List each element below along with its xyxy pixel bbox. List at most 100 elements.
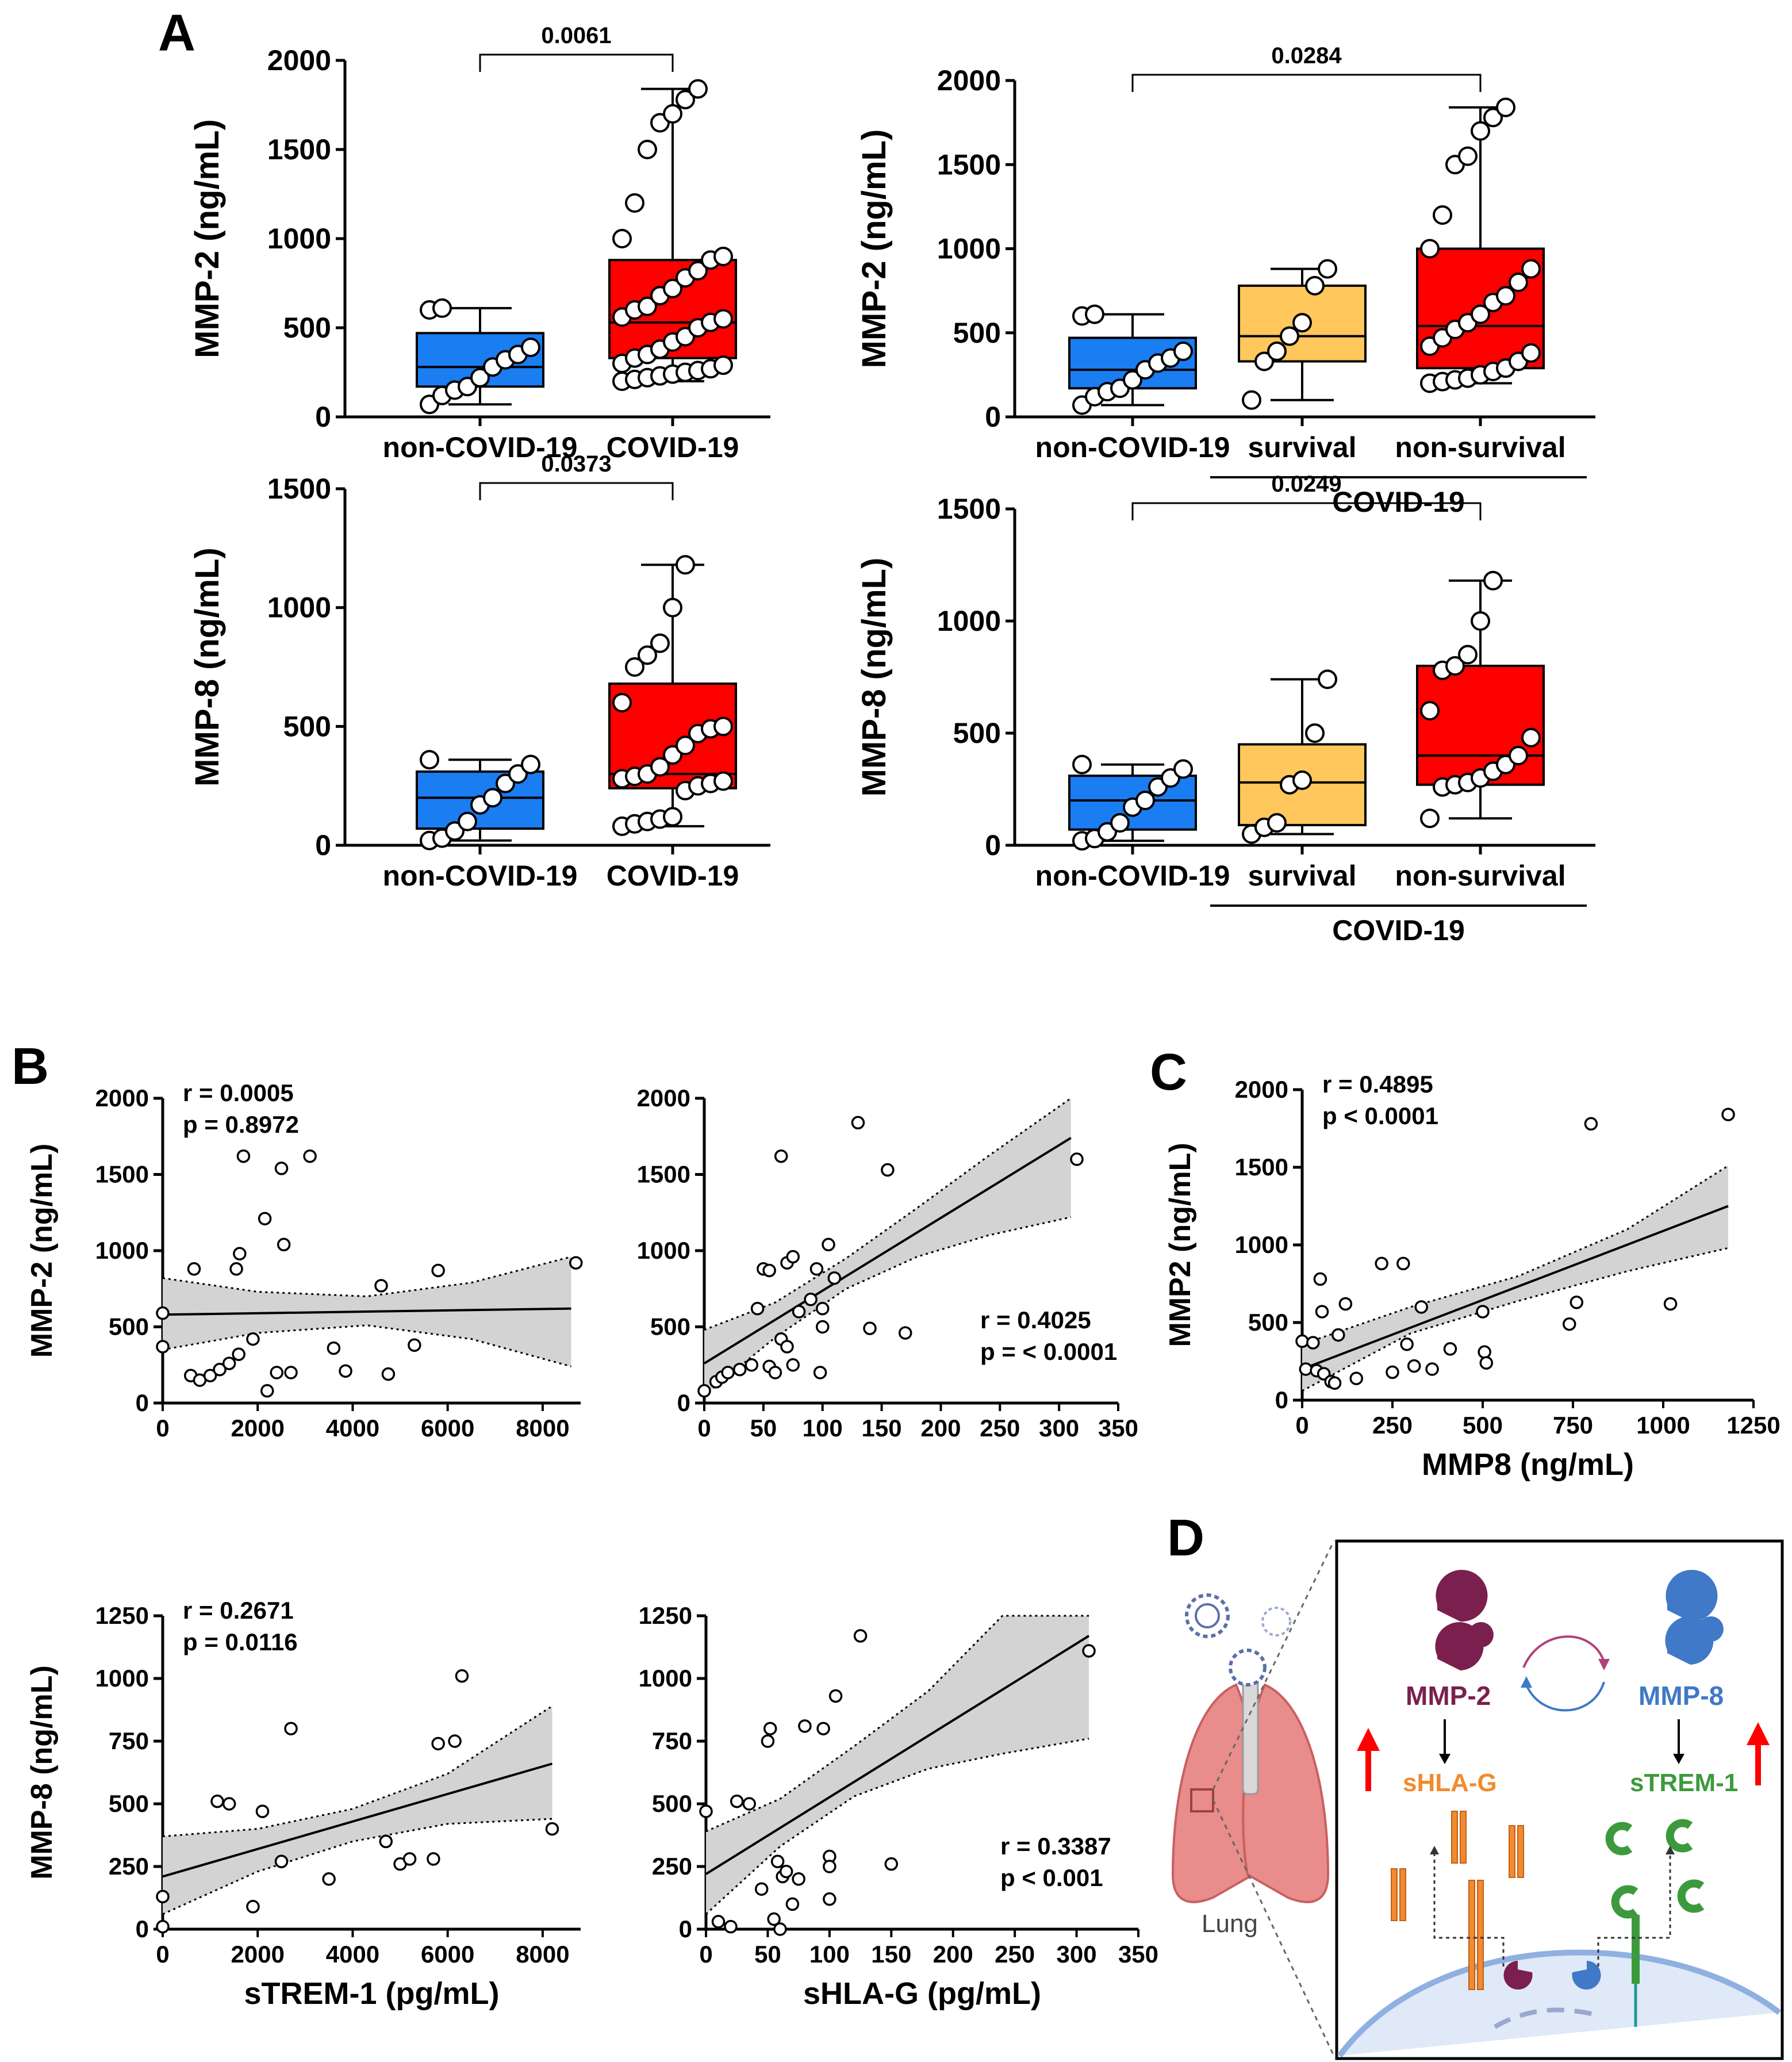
data-point [1509,273,1528,292]
lung-label: Lung [1202,1910,1258,1938]
y-tick-label: 0 [136,1389,149,1416]
data-point [1483,108,1503,128]
shla-g-molecule-icon [1391,1811,1524,1990]
data-point [1295,1334,1309,1348]
data-point [213,1362,227,1377]
x-tick-label: 250 [1372,1412,1413,1439]
regression-line [162,1307,571,1316]
stats-label: r = 0.2671 [183,1597,294,1624]
data-point [483,788,502,808]
x-axis-label: sTREM-1 (pg/mL) [244,1976,500,2011]
chart-b4-mmp8-shlag: 0 250 500 750 1000 1250 0 50 100 150 200 250 300 350 s… [639,1602,1158,2011]
confidence-band [706,1616,1089,1914]
data-point [773,1922,787,1936]
cycle-arrow-top [1522,1635,1605,1668]
stats-label: r = 0.4025 [980,1306,1091,1333]
data-point [1509,746,1528,765]
significance-bracket [479,482,674,500]
y-axis-label: MMP2 (ng/mL) [1164,1143,1197,1347]
box [1238,743,1367,826]
y-tick-label: 750 [652,1727,692,1754]
data-point [203,1369,217,1383]
x-tick-label: 500 [1463,1412,1503,1439]
data-point [699,1804,713,1818]
data-point [828,1689,843,1703]
x-axis-label: MMP8 (ng/mL) [1422,1447,1634,1482]
x-tick-label: 50 [750,1415,777,1442]
data-point [663,597,682,618]
data-point [1085,304,1104,324]
virus-icon [1185,1593,1291,1687]
data-point [1313,1272,1327,1286]
data-point [625,193,644,213]
stats-label: r = 0.0005 [183,1079,294,1106]
strem1-molecule-icon [1605,1819,1705,1919]
chart-b3-mmp8-strem1: 0 250 500 750 1000 1250 MMP-8 (ng/mL) 0 2000 4000… [25,1597,581,2011]
y-tick-label: 1500 [267,133,331,166]
data-point [402,1852,417,1866]
data-point [761,1734,775,1748]
y-tick-label: 1000 [95,1237,149,1264]
data-point [277,1237,291,1252]
data-point [1386,1365,1399,1379]
data-point [663,745,682,765]
data-point [1267,341,1287,361]
mmp8-label: MMP-8 [1638,1681,1724,1711]
y-tick-label: 250 [109,1853,149,1880]
data-point [1400,1337,1414,1351]
data-point [448,1734,462,1748]
data-point [813,1366,827,1379]
data-point [1562,1317,1576,1331]
data-point [774,1149,788,1163]
p-value-label: 0.0373 [541,451,611,477]
data-point [187,1262,201,1276]
data-point [786,1358,800,1372]
y-tick-label: 500 [283,312,331,344]
data-point [1521,343,1541,363]
x-tick-label: 150 [871,1941,911,1968]
data-point [496,773,515,794]
x-tick-label: 50 [754,1941,781,1968]
confidence-lower [1302,1247,1729,1392]
data-point [863,1321,877,1335]
data-point [786,1250,800,1264]
y-tick-label: 1500 [637,1161,690,1188]
y-tick-label: 2000 [267,44,331,76]
data-point [638,645,657,665]
y-tick-label: 0 [136,1915,149,1942]
data-point [750,1301,765,1316]
data-point [785,1897,800,1911]
data-point [1327,1376,1342,1390]
data-point [210,1794,224,1808]
group-label: COVID-19 [1332,486,1465,518]
data-point [232,1347,245,1361]
data-point [222,1356,236,1370]
cycle-arrow-bottom [1525,1681,1605,1712]
data-point [222,1797,236,1811]
data-point [1521,259,1541,279]
y-tick-label: 2000 [637,1084,690,1112]
panel-label-a: A [158,5,195,62]
data-point [1478,1345,1491,1359]
data-point [625,657,644,677]
y-tick-label: 250 [652,1853,692,1880]
data-point [1072,754,1092,775]
regression-line [1302,1205,1729,1370]
up-arrow-icon [1357,1722,1770,1791]
y-tick-label: 0 [315,401,331,433]
y-tick-label: 0 [985,829,1001,861]
x-category-label: non-COVID-19 [383,431,578,463]
y-tick-label: 1500 [267,473,331,505]
x-tick-label: 100 [809,1941,850,1968]
x-tick-label: 8000 [516,1941,569,1968]
y-axis-label: MMP-8 (ng/mL) [25,1665,59,1880]
y-tick-label: 1000 [937,233,1001,265]
x-tick-label: 250 [980,1415,1020,1442]
data-point [823,1860,836,1873]
data-point [431,1263,445,1278]
data-point [742,1797,756,1811]
data-point [322,1872,336,1886]
panel-label-c: C [1150,1044,1187,1101]
chart-a4-mmp8-outcome: 0 500 1000 1500 MMP-8 (ng/mL) non-COVID-19 sur… [855,472,1595,946]
data-point [822,1237,835,1252]
